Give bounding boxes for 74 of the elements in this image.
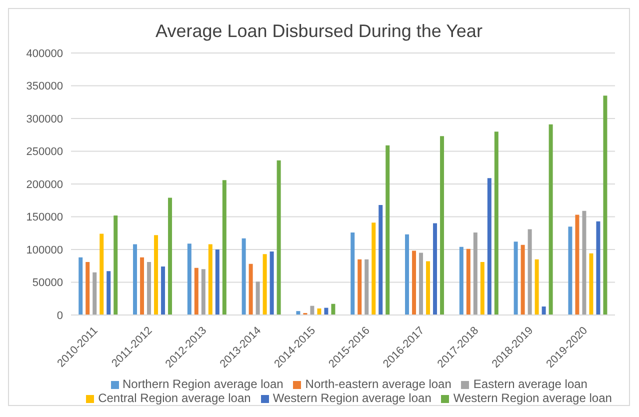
bar bbox=[106, 271, 111, 315]
bar bbox=[473, 232, 478, 315]
y-tick-label: 150000 bbox=[26, 212, 63, 224]
bar bbox=[528, 229, 532, 315]
bar bbox=[548, 124, 553, 315]
bar bbox=[494, 132, 498, 315]
bar bbox=[480, 262, 484, 315]
bar bbox=[534, 259, 539, 315]
bar bbox=[378, 204, 383, 315]
bar bbox=[222, 180, 226, 315]
bar bbox=[256, 282, 260, 315]
bar bbox=[86, 262, 90, 315]
bar bbox=[568, 226, 572, 315]
bar bbox=[242, 238, 246, 315]
bar bbox=[589, 253, 594, 315]
y-tick-label: 300000 bbox=[26, 113, 63, 126]
bar bbox=[487, 178, 492, 315]
bar bbox=[419, 252, 424, 315]
bar bbox=[358, 259, 362, 315]
bar bbox=[372, 222, 376, 315]
bar bbox=[208, 244, 212, 315]
bar bbox=[596, 221, 600, 315]
bar bbox=[248, 264, 253, 315]
legend-label: Western Region average loan bbox=[272, 391, 432, 405]
bar bbox=[364, 259, 369, 315]
bar bbox=[603, 96, 608, 315]
bar bbox=[161, 266, 166, 315]
y-tick-label: 350000 bbox=[26, 80, 63, 93]
bar bbox=[582, 210, 586, 315]
bar bbox=[324, 308, 328, 315]
bar bbox=[270, 251, 274, 315]
bar bbox=[168, 198, 172, 315]
bar bbox=[386, 145, 390, 315]
bar bbox=[466, 248, 470, 315]
bar bbox=[459, 246, 464, 315]
y-tick-label: 0 bbox=[56, 310, 63, 322]
bar bbox=[147, 262, 152, 315]
bar bbox=[187, 244, 192, 315]
bar bbox=[194, 268, 198, 315]
y-tick-label: 200000 bbox=[26, 178, 63, 191]
bar bbox=[114, 215, 118, 315]
bar bbox=[154, 235, 158, 315]
bar bbox=[405, 234, 410, 315]
bar bbox=[201, 269, 206, 315]
bar bbox=[440, 136, 444, 315]
legend-label: Central Region average loan bbox=[98, 391, 251, 405]
bar bbox=[317, 308, 322, 315]
bar bbox=[412, 250, 416, 315]
bar bbox=[310, 306, 314, 315]
bar bbox=[331, 304, 336, 315]
bar bbox=[276, 160, 281, 315]
legend-label: Northern Region average loan bbox=[122, 377, 284, 391]
bar bbox=[92, 272, 97, 315]
bar bbox=[433, 223, 438, 315]
bar bbox=[520, 244, 525, 315]
legend-label: Western Region average loan bbox=[453, 391, 612, 405]
legend-label: Eastern average loan bbox=[473, 377, 588, 391]
bar bbox=[426, 261, 430, 315]
y-tick-label: 250000 bbox=[26, 146, 63, 158]
bar bbox=[542, 306, 546, 315]
legend-label: North-eastern average loan bbox=[305, 377, 452, 391]
bar bbox=[514, 242, 518, 315]
bar bbox=[78, 257, 83, 315]
bar bbox=[350, 232, 355, 315]
chart-title: Average Loan Disbursed During the Year bbox=[154, 20, 484, 43]
bar bbox=[133, 244, 138, 315]
bar bbox=[215, 250, 220, 315]
bar bbox=[100, 234, 104, 315]
y-tick-label: 400000 bbox=[26, 48, 63, 60]
bar bbox=[262, 254, 267, 315]
y-tick-label: 100000 bbox=[26, 244, 63, 256]
y-tick-label: 50000 bbox=[32, 277, 63, 290]
bar bbox=[575, 214, 580, 315]
bar bbox=[140, 257, 144, 315]
